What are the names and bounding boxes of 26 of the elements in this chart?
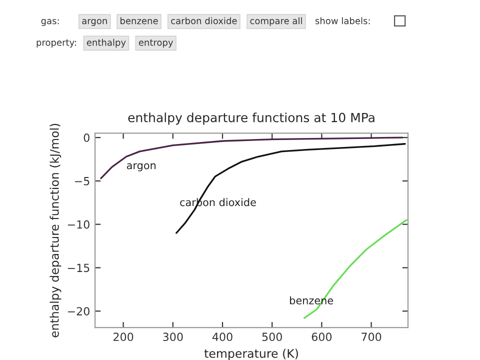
x-axis-title: temperature (K) [204,348,298,360]
y-axis-title: enthalpy departure function (kJ/mol) [50,124,62,338]
text: property: [36,39,76,48]
x-tick-label: 400 [212,332,232,342]
y-tick-label: −20 [68,307,90,316]
y-tick-label: −15 [68,264,90,272]
y-tick-label: −5 [74,177,90,186]
line-series [100,136,404,180]
line-series [176,143,406,234]
x-tick-label: 300 [163,332,183,342]
y-tick-label: −10 [68,220,90,229]
x-tick-label: 700 [362,332,382,342]
text: entropy [138,39,174,48]
chart-title: enthalpy departure functions at 10 MPa [128,112,374,125]
y-tick-label: 0 [84,134,90,142]
text: compare all [250,17,302,26]
series-label: argon [126,163,156,172]
text: argon [82,19,107,26]
text: gas: [41,19,59,26]
text: benzene [120,17,158,24]
x-tick-label: 600 [312,332,332,342]
text: enthalpy [86,38,126,48]
text: carbon dioxide [171,17,237,24]
text: show labels: [315,17,370,24]
x-tick-label: 200 [114,332,134,342]
x-tick-label: 500 [262,332,282,342]
